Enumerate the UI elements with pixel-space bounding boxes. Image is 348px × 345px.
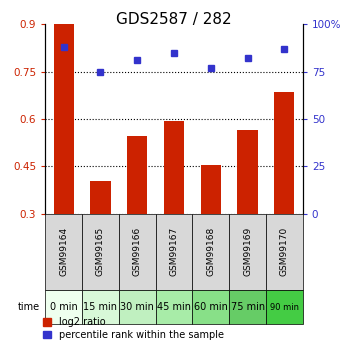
Bar <box>201 165 221 214</box>
Text: GSM99168: GSM99168 <box>206 227 215 276</box>
Bar <box>119 214 156 290</box>
Bar <box>274 92 294 214</box>
Bar <box>156 290 192 324</box>
Text: GSM99164: GSM99164 <box>59 227 68 276</box>
Bar <box>127 136 147 214</box>
Bar <box>82 290 119 324</box>
Text: 15 min: 15 min <box>84 302 117 312</box>
Text: GDS2587 / 282: GDS2587 / 282 <box>116 12 232 27</box>
Bar <box>192 290 229 324</box>
Text: GSM99169: GSM99169 <box>243 227 252 276</box>
Bar <box>156 214 192 290</box>
Bar <box>237 130 258 214</box>
Bar <box>229 214 266 290</box>
Text: 0 min: 0 min <box>50 302 78 312</box>
Bar <box>164 121 184 214</box>
Bar <box>90 181 111 214</box>
Text: GSM99170: GSM99170 <box>280 227 289 276</box>
Text: GSM99166: GSM99166 <box>133 227 142 276</box>
Bar <box>82 214 119 290</box>
Bar <box>119 290 156 324</box>
Text: 75 min: 75 min <box>230 302 264 312</box>
Bar <box>45 290 82 324</box>
Bar <box>266 214 303 290</box>
Text: 60 min: 60 min <box>194 302 228 312</box>
Bar <box>192 214 229 290</box>
Text: GSM99167: GSM99167 <box>169 227 179 276</box>
Legend: log2 ratio, percentile rank within the sample: log2 ratio, percentile rank within the s… <box>43 317 224 340</box>
Text: 30 min: 30 min <box>120 302 154 312</box>
Text: GSM99165: GSM99165 <box>96 227 105 276</box>
Text: time: time <box>18 302 40 312</box>
Text: 90 min: 90 min <box>270 303 299 312</box>
Bar <box>229 290 266 324</box>
Bar <box>54 24 74 214</box>
Bar <box>45 214 82 290</box>
Text: 45 min: 45 min <box>157 302 191 312</box>
Bar <box>266 290 303 324</box>
